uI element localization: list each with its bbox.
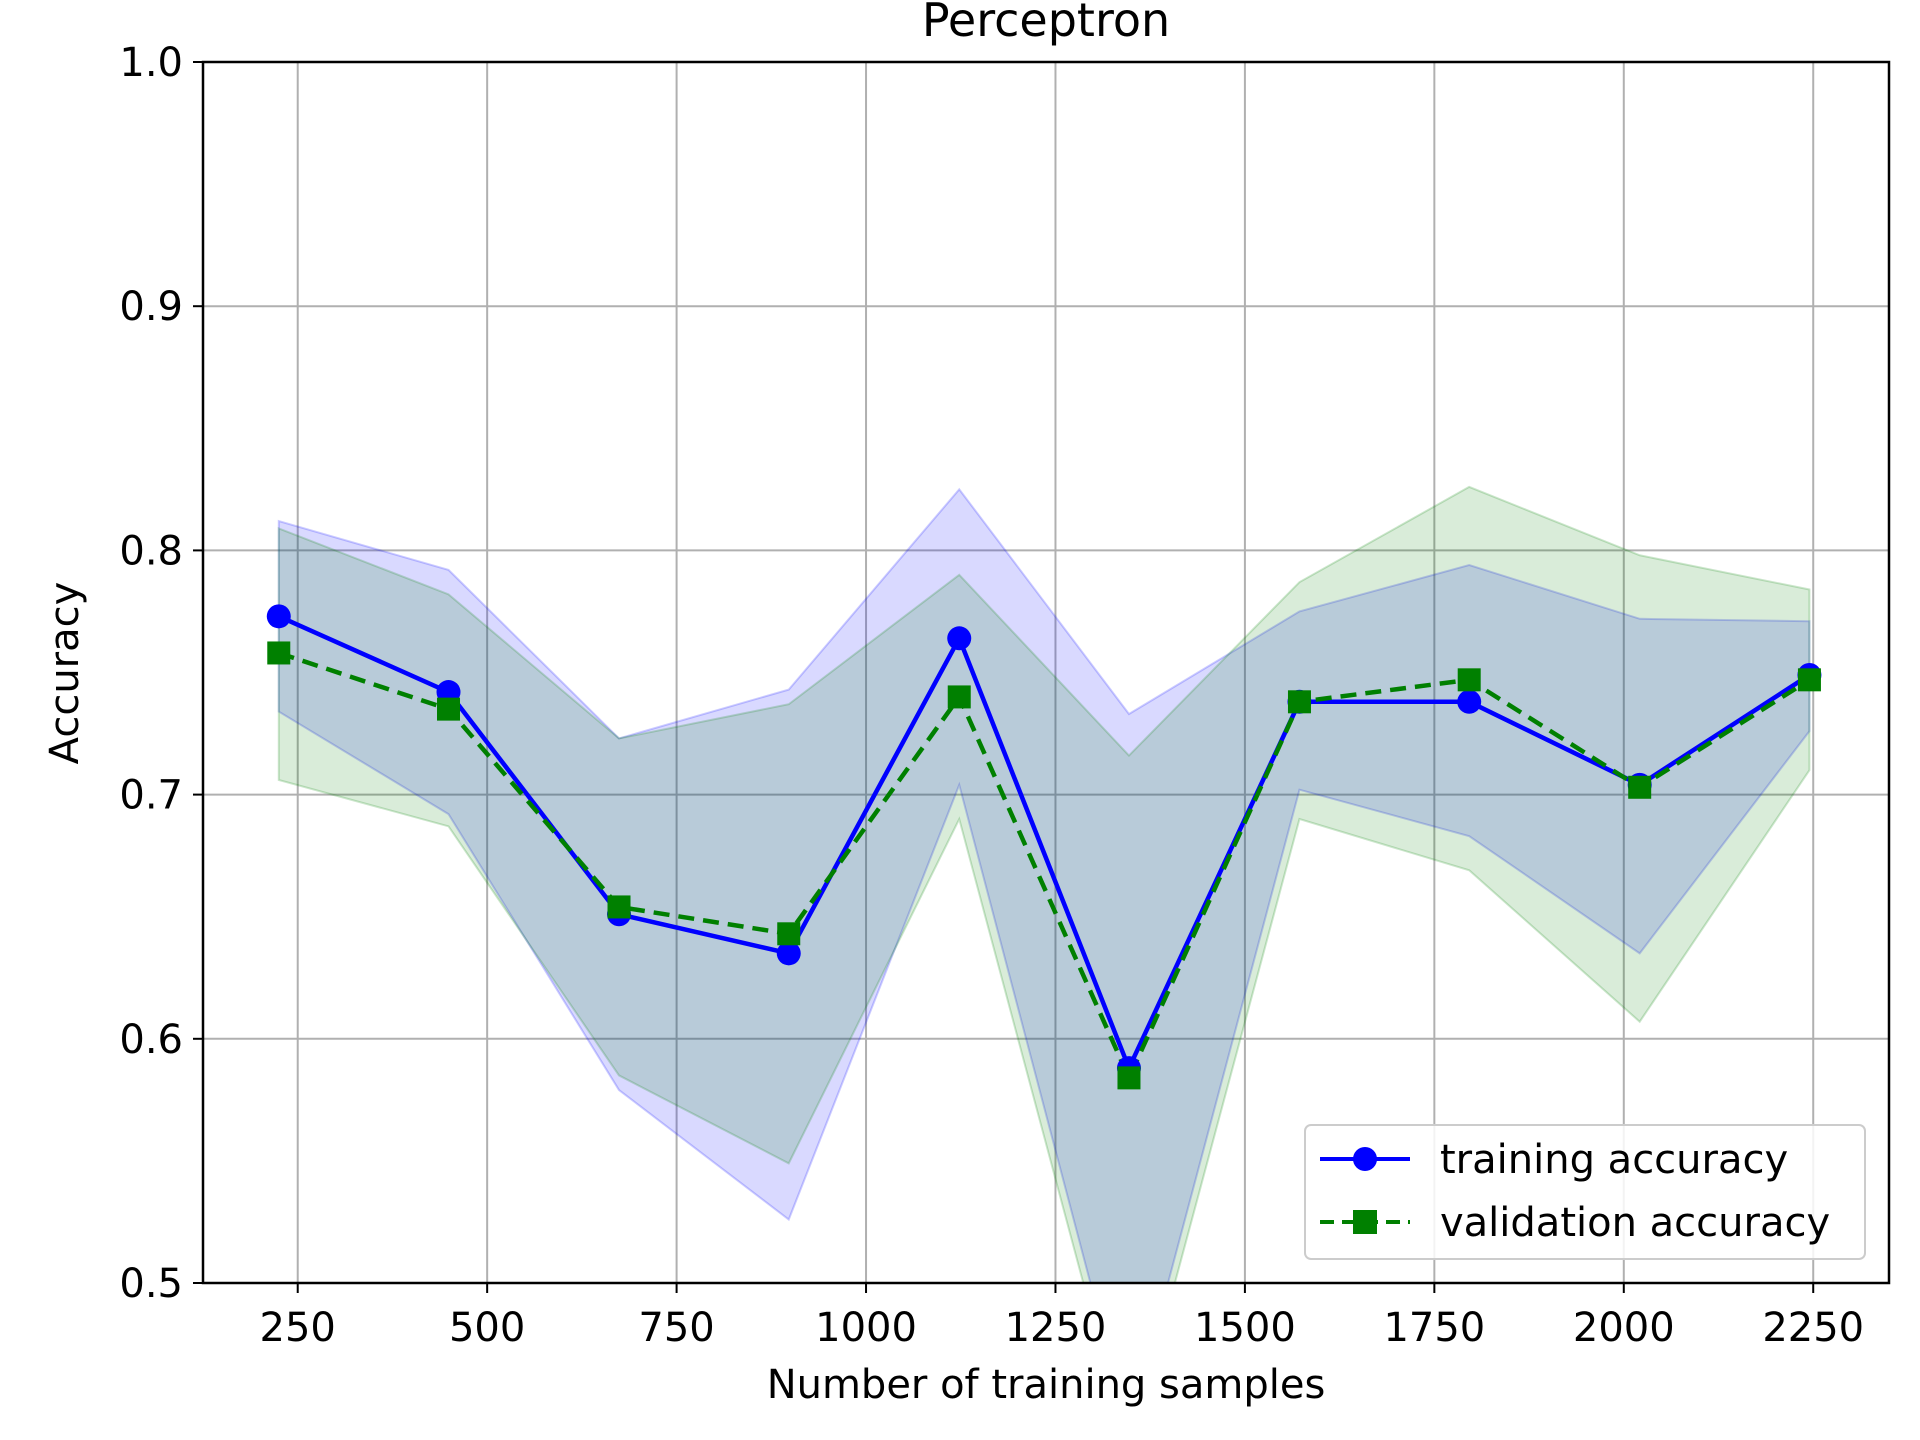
training-accuracy-line [277,614,1811,1071]
validation-accuracy-point [947,685,971,709]
x-tick-label: 1250 [1005,1305,1107,1351]
training-accuracy-point [947,626,972,651]
training-accuracy-point [776,941,801,966]
y-axis-title: Accuracy [42,582,88,765]
x-axis-ticks: 250 500 750 1000 1250 1500 1750 2000 2250 [260,1283,1864,1351]
y-axis-ticks: 0.5 0.6 0.7 0.8 0.9 1.0 [119,40,203,1307]
validation-accuracy-point [1628,775,1652,799]
x-tick-label: 1500 [1194,1305,1296,1351]
y-tick-label: 0.5 [119,1261,183,1307]
series-markers [266,604,1822,1090]
x-tick-label: 500 [449,1305,525,1351]
validation-accuracy-point [1797,668,1821,692]
x-tick-label: 750 [638,1305,714,1351]
legend-training-marker [1353,1147,1377,1171]
validation-accuracy-point [267,641,291,665]
x-axis-title: Number of training samples [767,1362,1326,1408]
validation-accuracy-point [1457,668,1481,692]
legend-training-label: training accuracy [1440,1137,1788,1183]
x-tick-label: 2250 [1762,1305,1864,1351]
legend-box [1304,1124,1866,1260]
y-tick-label: 1.0 [119,40,183,86]
legend: training accuracy validation accuracy [1304,1124,1866,1260]
x-tick-label: 250 [260,1305,336,1351]
plot-frame [201,60,1891,1285]
x-tick-label: 2000 [1573,1305,1675,1351]
legend-validation-marker [1353,1210,1377,1234]
validation-accuracy-point [607,895,631,919]
validation-accuracy-point [1117,1066,1141,1090]
x-tick-label: 1000 [815,1305,917,1351]
validation-accuracy-line [278,650,1811,1081]
x-tick-label: 1750 [1383,1305,1485,1351]
chart-title: Perceptron [922,0,1170,47]
validation-accuracy-point [437,697,461,721]
validation-accuracy-point [777,922,801,946]
legend-validation-label: validation accuracy [1440,1200,1830,1246]
training-accuracy-point [266,604,291,629]
y-tick-label: 0.9 [119,284,183,330]
validation-accuracy-point [1287,690,1311,714]
series-lines [277,614,1811,1081]
y-tick-label: 0.8 [119,528,183,574]
y-tick-label: 0.7 [119,773,183,819]
training-accuracy-point [1457,689,1482,714]
y-tick-label: 0.6 [119,1017,183,1063]
